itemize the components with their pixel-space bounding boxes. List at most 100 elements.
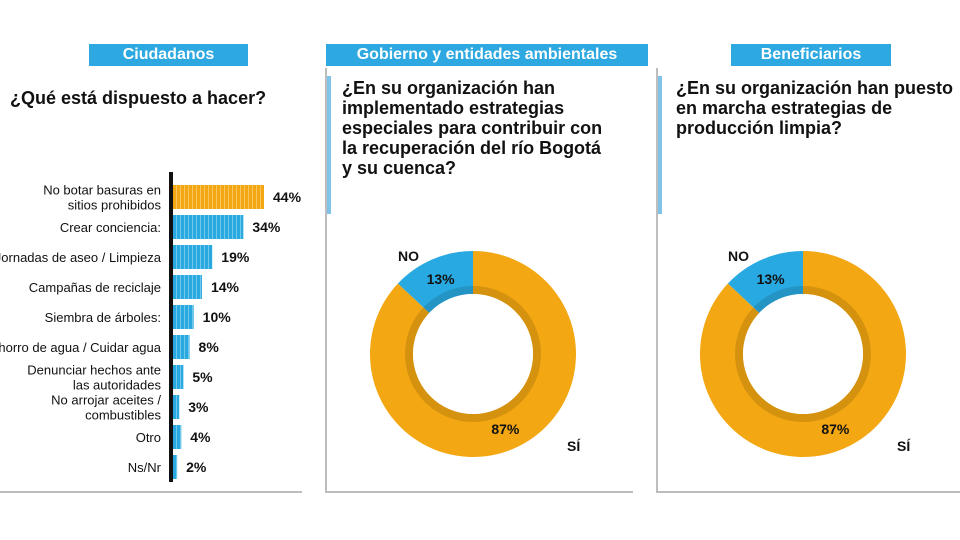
- bar-stripe: [232, 215, 233, 239]
- slice-category-label: SÍ: [897, 438, 911, 454]
- question-line: y su cuenca?: [342, 158, 457, 178]
- category-label: No arrojar aceites /: [51, 393, 161, 408]
- category-label: sitios prohibidos: [68, 198, 162, 213]
- donut-hole: [743, 294, 863, 414]
- slice-value-label: 13%: [757, 271, 786, 287]
- question-line: producción limpia?: [676, 118, 843, 138]
- category-label: combustibles: [85, 408, 161, 423]
- bar-stripe: [228, 185, 229, 209]
- bar-stripe: [212, 185, 213, 209]
- donut-chart-gobierno: 87% 13% NO SÍ: [370, 248, 581, 457]
- question-accent-bar: [657, 76, 662, 214]
- bar-stripe: [212, 215, 213, 239]
- bar-stripe: [200, 245, 201, 269]
- donut-slice: [370, 251, 576, 457]
- slice-category-label: NO: [398, 248, 419, 264]
- value-label: 5%: [192, 369, 213, 385]
- bar: [173, 425, 182, 449]
- bar-stripe: [224, 215, 225, 239]
- slice-value-label: 87%: [491, 421, 520, 437]
- value-label: 10%: [203, 309, 232, 325]
- bar-stripe: [180, 245, 181, 269]
- question-line: en marcha estrategias de: [676, 98, 893, 118]
- bar: [173, 365, 184, 389]
- bar-stripe: [180, 305, 181, 329]
- bar-stripe: [196, 185, 197, 209]
- bar-stripe: [200, 215, 201, 239]
- donut-inner-shadow: [735, 286, 871, 422]
- bar-axis: [169, 172, 173, 482]
- bar-stripe: [224, 185, 225, 209]
- donut-inner-shadow: [405, 286, 541, 422]
- value-label: 2%: [186, 459, 207, 475]
- question-line: especiales para contribuir con: [342, 118, 603, 138]
- panel-divider: [325, 68, 327, 492]
- value-label: 19%: [221, 249, 250, 265]
- category-label: Campañas de reciclaje: [29, 280, 161, 295]
- bar-stripe: [176, 425, 177, 449]
- bar-stripe: [204, 215, 205, 239]
- value-label: 44%: [273, 189, 302, 205]
- bar-stripe: [248, 185, 249, 209]
- value-label: 34%: [252, 219, 281, 235]
- bar: [173, 335, 190, 359]
- bar-stripe: [176, 305, 177, 329]
- category-label: Ns/Nr: [128, 460, 162, 475]
- bar-stripe: [196, 215, 197, 239]
- bar-stripe: [184, 185, 185, 209]
- bar-stripe: [176, 215, 177, 239]
- bar-stripe: [236, 215, 237, 239]
- slice-category-label: NO: [728, 248, 749, 264]
- value-label: 4%: [190, 429, 211, 445]
- bar-stripe: [180, 425, 181, 449]
- bar-stripe: [232, 185, 233, 209]
- bar-stripe: [196, 245, 197, 269]
- bar: [173, 185, 264, 209]
- panel-baseline: [656, 491, 960, 493]
- bar-stripe: [188, 305, 189, 329]
- beneficiarios-question: ¿En su organización han puesto en marcha…: [676, 78, 953, 138]
- bar-stripe: [240, 215, 241, 239]
- bar-stripe: [204, 245, 205, 269]
- bar-stripe: [184, 245, 185, 269]
- panel-baseline: [325, 491, 633, 493]
- ciudadanos-question: ¿Qué está dispuesto a hacer?: [10, 88, 266, 108]
- bar-stripe: [188, 215, 189, 239]
- ciudadanos-banner: Ciudadanos: [89, 44, 248, 66]
- bar: [173, 215, 244, 239]
- category-label: No botar basuras en: [43, 183, 161, 198]
- bar: [173, 275, 202, 299]
- bar-stripe: [192, 245, 193, 269]
- category-label: Denunciar hechos ante: [27, 363, 161, 378]
- bar-stripe: [188, 275, 189, 299]
- bar-stripe: [220, 215, 221, 239]
- beneficiarios-banner: Beneficiarios: [731, 44, 891, 66]
- bar-stripe: [188, 185, 189, 209]
- bar-stripe: [208, 245, 209, 269]
- bar-stripe: [176, 395, 177, 419]
- panel-baseline: [0, 491, 302, 493]
- question-line: ¿En su organización han: [342, 78, 556, 98]
- value-label: 3%: [188, 399, 209, 415]
- bar-stripe: [192, 275, 193, 299]
- bar-stripe: [252, 185, 253, 209]
- bar-stripe: [180, 275, 181, 299]
- bar-stripe: [204, 185, 205, 209]
- bar-stripe: [176, 335, 177, 359]
- question-line: ¿En su organización han puesto: [676, 78, 954, 98]
- bar-stripe: [192, 305, 193, 329]
- slice-value-label: 87%: [821, 421, 850, 437]
- gobierno-question: ¿En su organización han implementado est…: [342, 78, 602, 178]
- slice-value-label: 13%: [427, 271, 456, 287]
- bar-stripe: [256, 185, 257, 209]
- donut-slice: [727, 251, 803, 313]
- value-label: 14%: [211, 279, 240, 295]
- question-line: implementado estrategias: [342, 98, 565, 118]
- gobierno-banner: Gobierno y entidades ambientales: [326, 44, 648, 66]
- bar: [173, 395, 180, 419]
- bar: [173, 305, 194, 329]
- bar-stripe: [192, 215, 193, 239]
- bar-stripe: [208, 185, 209, 209]
- bar-stripe: [188, 245, 189, 269]
